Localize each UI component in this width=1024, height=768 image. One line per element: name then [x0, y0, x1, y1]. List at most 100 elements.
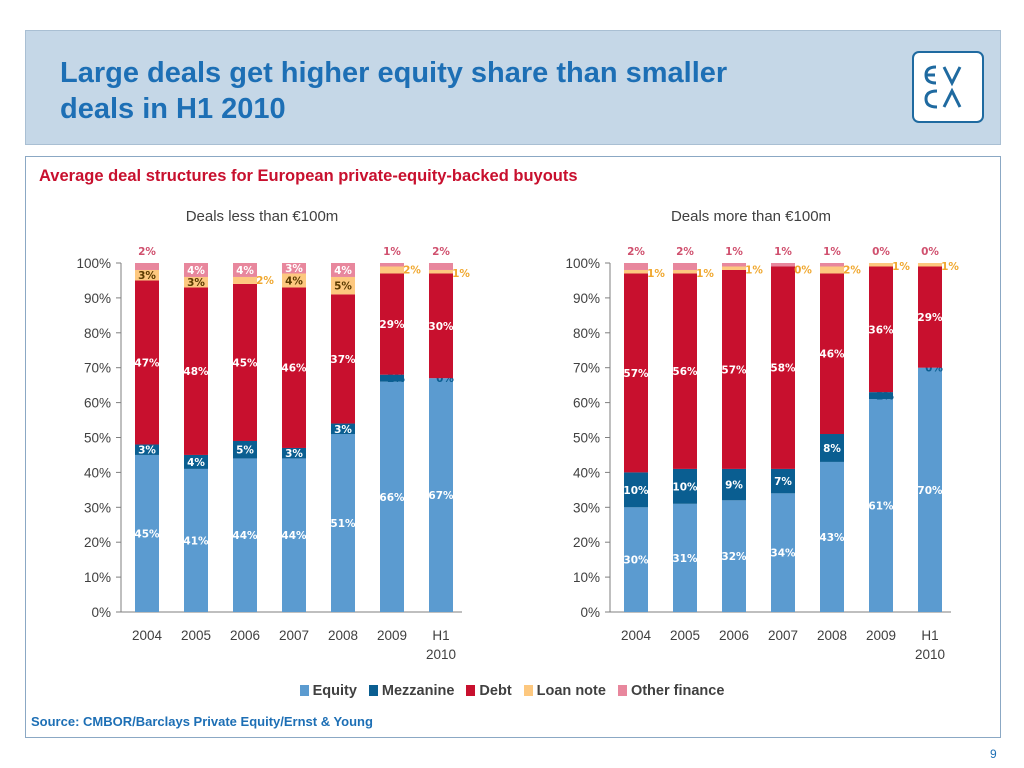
header-banner: Large deals get higher equity share than…: [25, 30, 1001, 145]
y-tick-label: 40%: [84, 465, 111, 480]
y-tick-label: 10%: [84, 570, 111, 585]
data-label-equity: 43%: [819, 532, 845, 544]
data-label-debt: 45%: [232, 357, 258, 369]
evca-logo-mark: [924, 65, 962, 109]
data-label-loan-note: 3%: [187, 277, 205, 289]
data-label-equity: 30%: [623, 555, 649, 567]
source-note: Source: CMBOR/Barclays Private Equity/Er…: [31, 714, 373, 729]
bar-debt: [331, 294, 355, 424]
legend-item-equity: Equity: [299, 683, 357, 699]
x-tick-label: 2009: [866, 628, 896, 643]
data-label-mezzanine: 2%: [876, 391, 894, 403]
chart-subtitle: Average deal structures for European pri…: [39, 167, 578, 185]
x-tick-label: 2010: [915, 647, 945, 662]
bar-mezzanine: [869, 392, 893, 400]
data-label-other-finance: 2%: [676, 246, 694, 258]
y-tick-label: 100%: [76, 256, 111, 271]
data-label-debt: 46%: [281, 363, 307, 375]
bar-equity: [624, 507, 648, 612]
chart-1: Deals less than €100m 0% 10% 20% 30% 40% 50% 60…: [76, 208, 470, 662]
data-label-equity: 70%: [917, 485, 943, 497]
data-label-other-finance: 4%: [334, 265, 352, 277]
bar-mezzanine: [184, 454, 208, 469]
bar-other-finance: [331, 263, 355, 277]
bar-loan-note: [820, 266, 844, 274]
page-title-line-1: Large deals get higher equity share than…: [60, 57, 728, 89]
bar-debt: [135, 280, 159, 445]
bar-other-finance: [233, 263, 257, 277]
y-tick-label: 0%: [91, 605, 111, 620]
data-label-loan-note: 1%: [452, 268, 470, 280]
bar-debt: [820, 273, 844, 435]
x-tick-label: H1: [921, 628, 938, 643]
bar-loan-note: [429, 269, 453, 274]
data-label-mezzanine: 3%: [334, 424, 352, 436]
bar-mezzanine: [820, 434, 844, 462]
data-label-debt: 36%: [868, 324, 894, 336]
bar-other-finance: [820, 263, 844, 267]
data-label-equity: 44%: [281, 530, 307, 542]
data-label-debt: 37%: [330, 354, 356, 366]
x-tick-label: 2008: [328, 628, 358, 643]
data-label-loan-note: 4%: [285, 275, 303, 287]
chart-2: Deals more than €100m 0% 10% 20% 30% 40% 50% 60…: [565, 208, 959, 662]
legend-label-equity: Equity: [312, 683, 357, 699]
bar-loan-note: [331, 276, 355, 295]
y-tick-label: 10%: [573, 570, 600, 585]
data-label-other-finance: 1%: [774, 246, 792, 258]
bar-mezzanine: [673, 468, 697, 504]
x-tick-label: H1: [432, 628, 449, 643]
data-label-mezzanine: 7%: [774, 476, 792, 488]
bar-loan-note: [624, 269, 648, 274]
x-tick-label: 2007: [768, 628, 798, 643]
data-label-other-finance: 2%: [138, 246, 156, 258]
x-tick-label: 2005: [181, 628, 211, 643]
bar-equity: [184, 468, 208, 612]
bar-debt: [869, 266, 893, 393]
bar-other-finance: [429, 263, 453, 270]
x-tick-label: 2009: [377, 628, 407, 643]
x-tick-label: 2008: [817, 628, 847, 643]
data-label-loan-note: 1%: [892, 261, 910, 273]
bar-mezzanine: [331, 423, 355, 435]
x-tick-label: 2006: [719, 628, 749, 643]
bar-equity: [233, 458, 257, 612]
chart-title: Deals more than €100m: [671, 208, 831, 225]
data-label-other-finance: 2%: [627, 246, 645, 258]
x-tick-label: 2005: [670, 628, 700, 643]
data-label-loan-note: 1%: [941, 261, 959, 273]
bar-mezzanine: [624, 472, 648, 508]
data-label-equity: 45%: [134, 528, 160, 540]
bar-mezzanine: [135, 444, 159, 455]
bar-debt: [380, 273, 404, 375]
data-label-debt: 57%: [623, 368, 649, 380]
bar-equity: [331, 434, 355, 612]
bar-debt: [624, 273, 648, 473]
y-tick-label: 70%: [84, 361, 111, 376]
data-label-mezzanine: 4%: [187, 457, 205, 469]
data-label-other-finance: 4%: [236, 265, 254, 277]
bar-mezzanine: [722, 468, 746, 501]
data-label-loan-note: 1%: [647, 268, 665, 280]
bar-loan-note: [282, 273, 306, 288]
bar-mezzanine: [233, 440, 257, 459]
legend-item-mezzanine: Mezzanine: [368, 683, 454, 699]
data-label-loan-note: 2%: [256, 275, 274, 287]
data-label-debt: 29%: [379, 319, 405, 331]
data-label-mezzanine: 3%: [285, 448, 303, 460]
bar-equity: [771, 493, 795, 612]
data-label-debt: 30%: [428, 321, 454, 333]
page-title-line-2: deals in H1 2010: [60, 93, 286, 125]
data-label-other-finance: 1%: [383, 246, 401, 258]
y-tick-label: 30%: [573, 500, 600, 515]
y-tick-label: 30%: [84, 500, 111, 515]
data-label-other-finance: 1%: [725, 246, 743, 258]
bar-other-finance: [722, 263, 746, 267]
bar-debt: [918, 266, 942, 368]
bar-debt: [722, 269, 746, 469]
y-tick-label: 60%: [84, 396, 111, 411]
page-title: Large deals get higher equity share than…: [60, 55, 860, 127]
page-number: 9: [990, 747, 997, 761]
y-tick-label: 50%: [573, 431, 600, 446]
bar-debt: [282, 287, 306, 448]
